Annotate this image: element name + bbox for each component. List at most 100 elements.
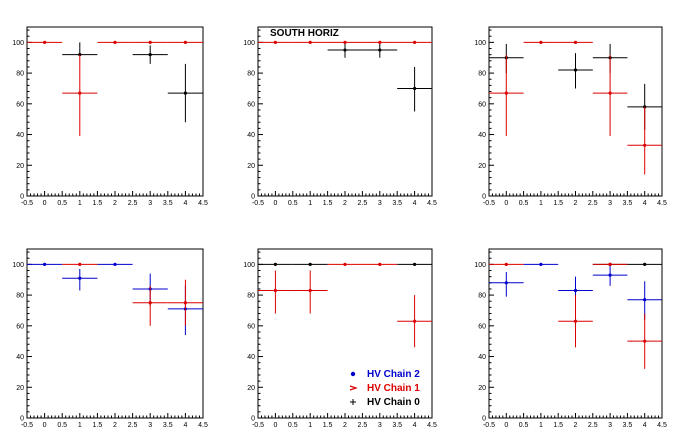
point-marker — [573, 319, 578, 323]
x-tick-label: 3.5 — [623, 422, 633, 429]
point-marker — [183, 301, 187, 305]
data-point — [132, 40, 168, 44]
data-point — [132, 45, 168, 64]
y-tick-label: 20 — [16, 385, 24, 392]
y-tick-label: 80 — [247, 293, 255, 300]
y-tick-label: 20 — [478, 385, 486, 392]
point-marker — [43, 262, 47, 266]
x-tick-label: 2 — [343, 422, 347, 429]
data-series — [62, 42, 203, 123]
point-marker — [148, 301, 152, 305]
point-marker — [413, 40, 417, 44]
legend-label: HV Chain 0 — [367, 397, 420, 408]
data-point — [258, 270, 293, 314]
legend-label: HV Chain 2 — [367, 369, 420, 380]
y-tick-label: 100 — [474, 262, 486, 269]
data-point — [27, 40, 63, 44]
x-tick-label: 2.5 — [128, 422, 138, 429]
x-tick-label: 0.5 — [288, 422, 298, 429]
point-marker — [608, 273, 612, 277]
x-tick-label: 1.5 — [93, 200, 103, 207]
data-point — [292, 40, 328, 44]
point-marker — [378, 262, 382, 266]
x-tick-label: 1 — [539, 200, 543, 207]
data-point — [292, 262, 328, 266]
point-marker — [573, 288, 578, 293]
data-point — [558, 53, 593, 89]
x-tick-label: -0.5 — [21, 200, 33, 207]
data-point — [97, 262, 133, 266]
point-marker — [573, 68, 578, 72]
y-tick-label: 0 — [20, 194, 24, 201]
point-marker — [78, 276, 82, 280]
data-point — [327, 262, 363, 266]
x-tick-label: 0.5 — [519, 422, 529, 429]
x-tick-label: 2.5 — [128, 200, 138, 207]
data-series — [258, 40, 432, 44]
point-marker — [78, 262, 82, 266]
x-tick-label: 1 — [78, 422, 82, 429]
data-point — [627, 262, 662, 266]
data-point — [397, 262, 432, 266]
point-marker — [273, 40, 277, 44]
point-marker — [413, 319, 417, 323]
legend-entry: HV Chain 1 — [349, 383, 420, 394]
point-marker — [183, 40, 187, 44]
x-tick-label: 1.5 — [553, 200, 563, 207]
y-tick-label: 40 — [16, 132, 24, 139]
x-tick-label: 4 — [643, 200, 647, 207]
point-marker — [343, 262, 347, 266]
data-series — [327, 43, 432, 112]
data-point — [489, 262, 524, 266]
point-marker — [539, 40, 543, 44]
data-series — [489, 40, 662, 175]
x-tick-label: 4.5 — [198, 200, 208, 207]
y-tick-label: 60 — [16, 101, 24, 108]
x-tick-label: 3 — [148, 200, 152, 207]
data-point — [489, 272, 524, 297]
point-marker — [378, 48, 382, 52]
x-tick-label: 1 — [539, 422, 543, 429]
x-tick-label: 3 — [378, 200, 382, 207]
y-tick-label: 20 — [247, 385, 255, 392]
y-tick-label: 0 — [482, 194, 486, 201]
x-tick-label: 0 — [504, 200, 508, 207]
y-tick-label: 80 — [16, 71, 24, 78]
y-tick-label: 40 — [478, 354, 486, 361]
x-tick-label: 3 — [378, 422, 382, 429]
data-point — [362, 262, 398, 266]
y-tick-label: 20 — [478, 163, 486, 170]
x-tick-label: 4 — [183, 200, 187, 207]
x-tick-label: 3.5 — [163, 200, 173, 207]
data-series — [62, 262, 203, 326]
point-marker — [343, 48, 347, 52]
legend: HV Chain 2 HV Chain 1 HV Chain 0 — [349, 369, 420, 408]
x-tick-label: 1 — [78, 200, 82, 207]
x-tick-label: 3.5 — [623, 200, 633, 207]
y-tick-label: 100 — [243, 262, 255, 269]
x-tick-label: 2.5 — [358, 422, 368, 429]
y-tick-label: 40 — [247, 354, 255, 361]
data-point — [592, 265, 628, 286]
data-series — [27, 40, 203, 137]
y-tick-label: 0 — [251, 194, 255, 201]
point-marker — [43, 40, 47, 44]
x-tick-label: 4.5 — [427, 200, 437, 207]
y-tick-label: 0 — [20, 416, 24, 423]
x-tick-label: 1.5 — [553, 422, 563, 429]
panel-title: SOUTH HORIZ — [270, 28, 339, 39]
point-marker — [504, 91, 508, 95]
data-point — [167, 279, 203, 326]
data-series — [27, 262, 203, 336]
point-marker — [78, 91, 82, 95]
x-tick-label: -0.5 — [483, 200, 495, 207]
data-series — [258, 262, 432, 348]
data-point — [132, 285, 168, 326]
point-marker — [504, 281, 508, 285]
data-point — [292, 270, 328, 314]
data-point — [558, 295, 593, 348]
y-tick-label: 60 — [478, 101, 486, 108]
x-tick-label: 2 — [113, 200, 117, 207]
y-tick-label: 60 — [247, 323, 255, 330]
